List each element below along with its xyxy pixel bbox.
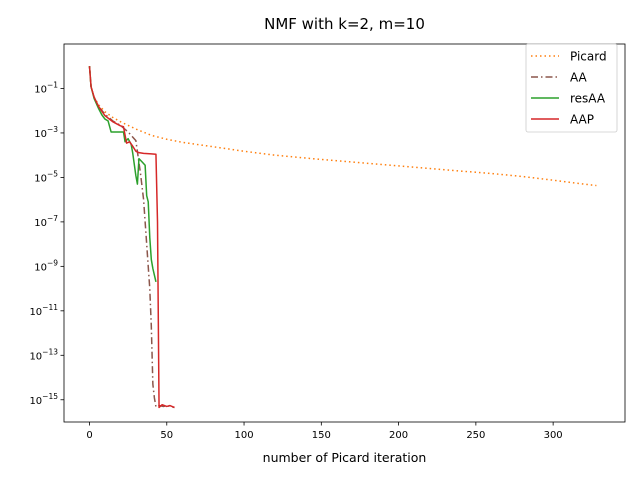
y-tick-label: 10−13: [29, 347, 58, 362]
series-line-resaa: [88, 66, 157, 283]
plot-frame: [63, 43, 626, 423]
y-tick-label: 10−1: [34, 80, 58, 95]
x-tick-label: 300: [544, 430, 563, 441]
y-tick-label: 10−15: [29, 392, 58, 407]
legend: Picard AA resAA AAP: [525, 43, 618, 133]
legend-label-aa: AA: [570, 71, 588, 85]
legend-label-resaa: resAA: [570, 92, 606, 106]
x-tick-label: 200: [389, 430, 408, 441]
legend-box: [525, 43, 618, 133]
x-axis-label: number of Picard iteration: [263, 450, 427, 465]
series-line-aap: [88, 66, 175, 409]
legend-label-aap: AAP: [570, 113, 594, 127]
y-tick-label: 10−3: [34, 125, 58, 140]
series-line-aa: [88, 66, 175, 409]
y-ticks: 10−1 10−3 10−5 10−7 10−9 10−11 10−13 10−15: [29, 80, 64, 407]
x-tick-label: 100: [234, 430, 253, 441]
x-tick-label: 50: [160, 430, 173, 441]
y-tick-label: 10−5: [34, 169, 58, 184]
axes-layer: [63, 43, 626, 423]
x-ticks: 0 50 100 150 200 250 300: [86, 422, 563, 441]
y-tick-label: 10−11: [29, 303, 58, 318]
x-tick-label: 0: [86, 430, 92, 441]
y-tick-label: 10−9: [34, 258, 58, 273]
series-line-picard: [88, 66, 597, 187]
x-tick-label: 150: [312, 430, 331, 441]
chart-title: NMF with k=2, m=10: [264, 15, 425, 33]
series-layer: [88, 66, 597, 409]
y-tick-label: 10−7: [34, 214, 58, 229]
legend-label-picard: Picard: [570, 50, 607, 64]
x-tick-label: 250: [466, 430, 485, 441]
